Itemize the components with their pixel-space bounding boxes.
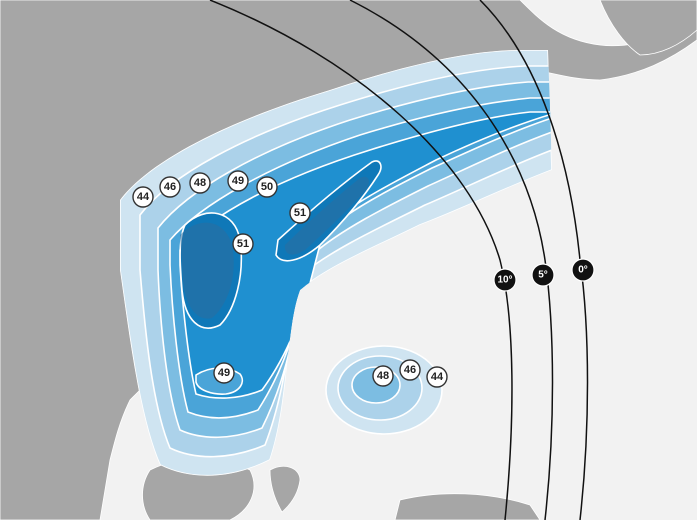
svg-text:5°: 5° [538, 270, 548, 281]
svg-text:49: 49 [218, 367, 230, 379]
contour-label-46: 46 [159, 176, 181, 198]
land-inside-footprint [180, 176, 369, 319]
svg-text:10°: 10° [497, 275, 512, 286]
svg-text:48: 48 [377, 370, 389, 382]
band-50 [179, 111, 552, 399]
elevation-arc-10 [209, 0, 513, 520]
svg-text:48: 48 [194, 177, 206, 189]
pacific-label-46: 46 [399, 359, 421, 381]
svg-text:51: 51 [294, 207, 306, 219]
new-guinea-island [394, 493, 541, 520]
pacific-contour-labels: 48 46 44 [372, 359, 448, 388]
elevation-label-0: 0° [571, 258, 595, 282]
pacific-beam [325, 345, 443, 435]
main-contour-labels: 44 46 48 49 50 51 51 49 [132, 170, 311, 384]
contour-label-51-japan: 51 [289, 202, 311, 224]
svg-text:44: 44 [137, 191, 150, 203]
svg-text:46: 46 [404, 364, 416, 376]
svg-text:51: 51 [237, 238, 249, 250]
kamchatka-peninsula [599, 0, 697, 56]
svg-text:46: 46 [164, 181, 176, 193]
contour-label-49-philippines: 49 [213, 362, 235, 384]
svg-text:44: 44 [431, 371, 444, 383]
contour-label-49: 49 [227, 170, 249, 192]
japan-inside [284, 176, 369, 255]
svg-text:0°: 0° [578, 265, 588, 276]
contour-label-44: 44 [132, 186, 154, 208]
contour-label-50: 50 [256, 176, 278, 198]
china-coast-inside [180, 222, 234, 319]
sulawesi-island [269, 466, 301, 513]
contour-label-51-china: 51 [232, 233, 254, 255]
contour-label-48: 48 [189, 172, 211, 194]
elevation-label-10: 10° [493, 268, 517, 292]
elevation-labels: 10° 5° 0° [493, 258, 595, 292]
pacific-label-44: 44 [426, 366, 448, 388]
elevation-arc-5 [349, 0, 554, 520]
elevation-label-5: 5° [531, 263, 555, 287]
pacific-label-48: 48 [372, 365, 394, 387]
svg-text:50: 50 [261, 181, 273, 193]
svg-text:49: 49 [232, 175, 244, 187]
